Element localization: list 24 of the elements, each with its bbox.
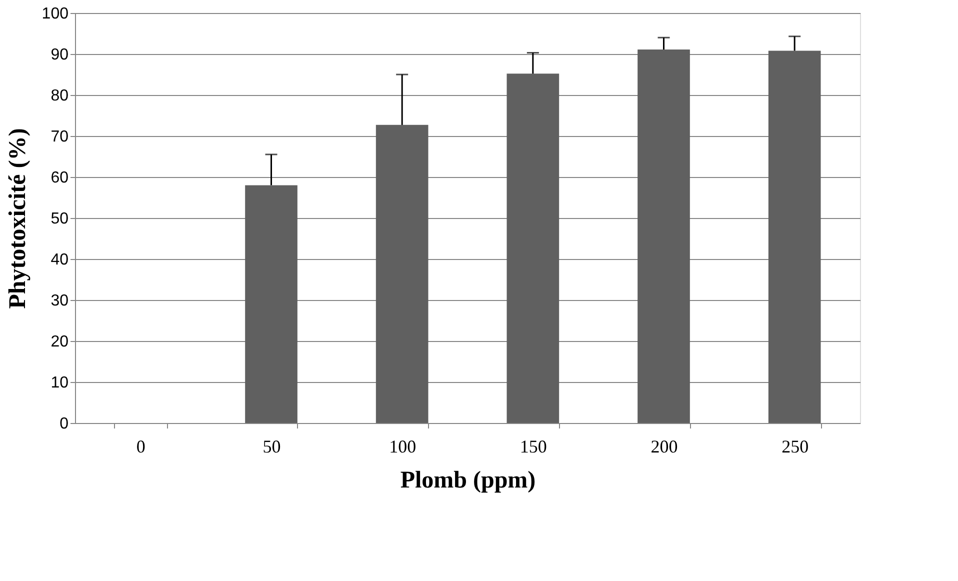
y-tick-label: 100 <box>42 6 69 22</box>
bar <box>768 50 821 423</box>
y-tick-label: 0 <box>60 416 69 432</box>
x-tick-label: 0 <box>136 436 146 456</box>
bar <box>638 49 690 423</box>
x-axis-title: Plomb (ppm) <box>400 468 536 494</box>
x-tick-label: 250 <box>782 436 809 456</box>
y-tick-label: 60 <box>50 170 69 186</box>
x-tick-label: 200 <box>650 436 678 456</box>
y-axis-title: Phytotoxicité (%) <box>4 128 31 309</box>
y-tick-label: 80 <box>50 88 69 104</box>
y-tick-label: 30 <box>50 292 69 310</box>
bar <box>506 74 560 423</box>
bar <box>245 185 298 423</box>
y-tick-label: 70 <box>50 128 69 146</box>
y-tick-label: 10 <box>50 374 69 392</box>
y-tick-label: 20 <box>50 334 69 350</box>
x-tick-label: 150 <box>520 436 547 456</box>
x-tick-label: 100 <box>389 436 416 456</box>
y-tick-label: 50 <box>50 210 69 228</box>
x-tick-label: 50 <box>262 436 281 456</box>
bar <box>376 124 428 423</box>
y-tick-label: 40 <box>50 252 69 268</box>
y-tick-label: 90 <box>50 46 69 64</box>
